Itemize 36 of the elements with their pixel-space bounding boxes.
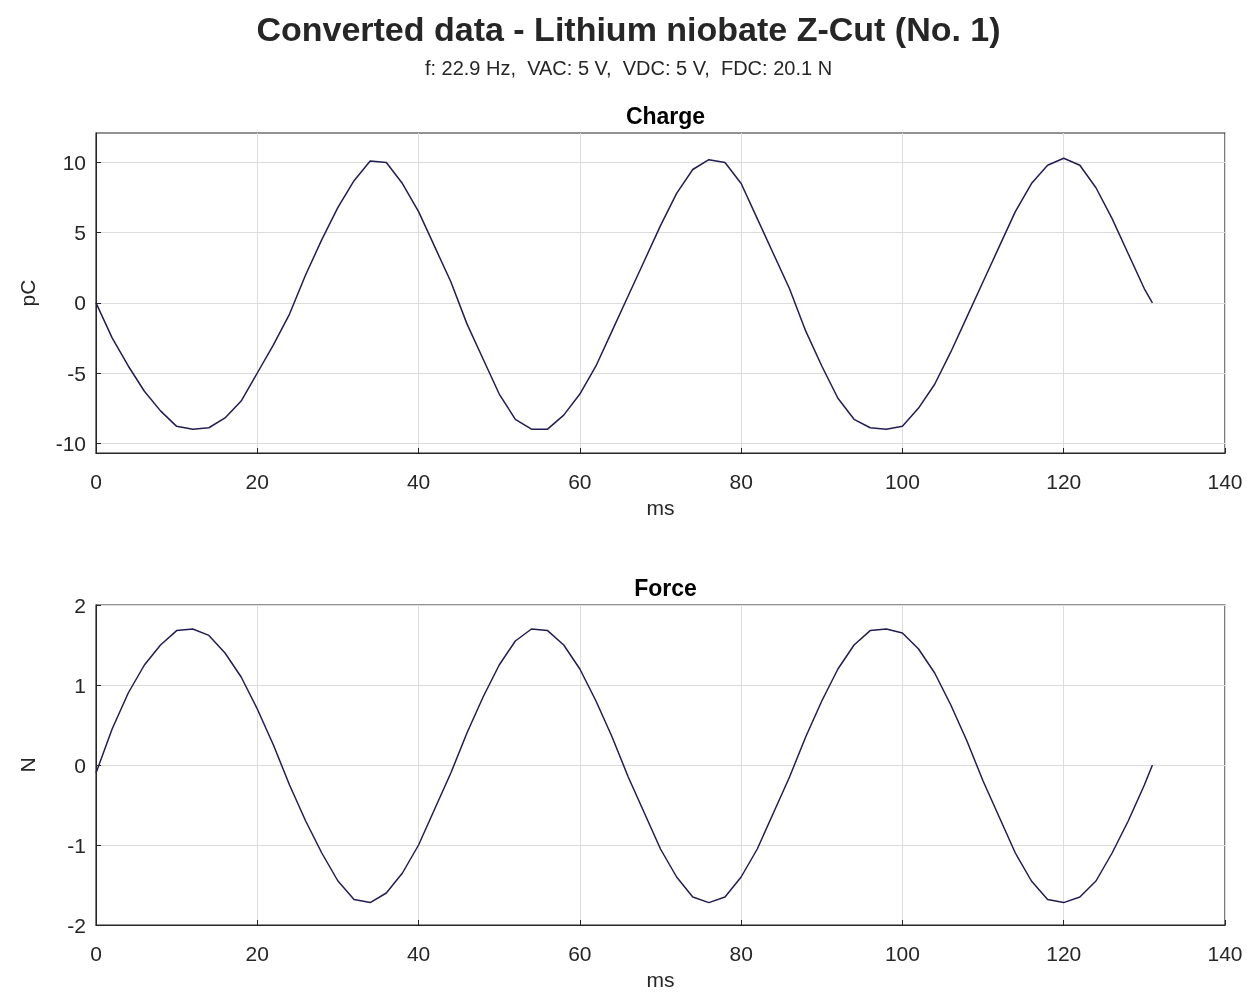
chart-title: Force (634, 574, 697, 601)
chart-title: Charge (625, 102, 706, 129)
x-tick-label: 20 (245, 942, 269, 965)
y-tick-label: 2 (74, 593, 86, 617)
x-tick-label: 40 (406, 470, 431, 493)
y-axis-title: N (16, 757, 39, 773)
y-tick-label: 5 (74, 221, 86, 245)
line-series (95, 628, 1154, 904)
x-tick-label: 100 (884, 942, 920, 965)
x-tick-label: 40 (406, 942, 431, 965)
x-tick-label: 140 (1207, 470, 1243, 493)
x-tick-label: 80 (729, 470, 753, 493)
y-tick-label: 1 (74, 673, 86, 697)
x-axis-title: ms (646, 495, 675, 519)
x-tick-label: 20 (245, 470, 269, 493)
y-tick-label: 0 (74, 291, 86, 315)
y-tick-label: -5 (67, 361, 86, 385)
y-tick-label: -2 (67, 913, 86, 937)
x-tick-label: 100 (884, 470, 920, 493)
text: Converted data - Lithium niobate Z-Cut (No. 1) (256, 10, 1001, 48)
y-tick-label: -1 (67, 833, 86, 857)
y-tick-label: 10 (62, 150, 86, 174)
x-tick-label: 140 (1207, 942, 1243, 965)
y-axis-title: pC (16, 279, 39, 307)
x-tick-label: 60 (568, 942, 592, 965)
x-tick-label: 0 (90, 470, 102, 493)
x-tick-label: 120 (1046, 942, 1082, 965)
line-series (95, 157, 1154, 430)
x-tick-label: 60 (568, 470, 592, 493)
x-tick-label: 120 (1046, 470, 1082, 493)
x-tick-label: 80 (729, 942, 753, 965)
x-tick-label: 0 (90, 942, 102, 965)
x-axis-title: ms (646, 967, 675, 991)
y-tick-label: 0 (74, 753, 86, 777)
y-tick-label: -10 (55, 431, 86, 455)
text: f: 22.9 Hz, VAC: 5 V, VDC: 5 V, FDC: 20.1 N (424, 57, 833, 79)
